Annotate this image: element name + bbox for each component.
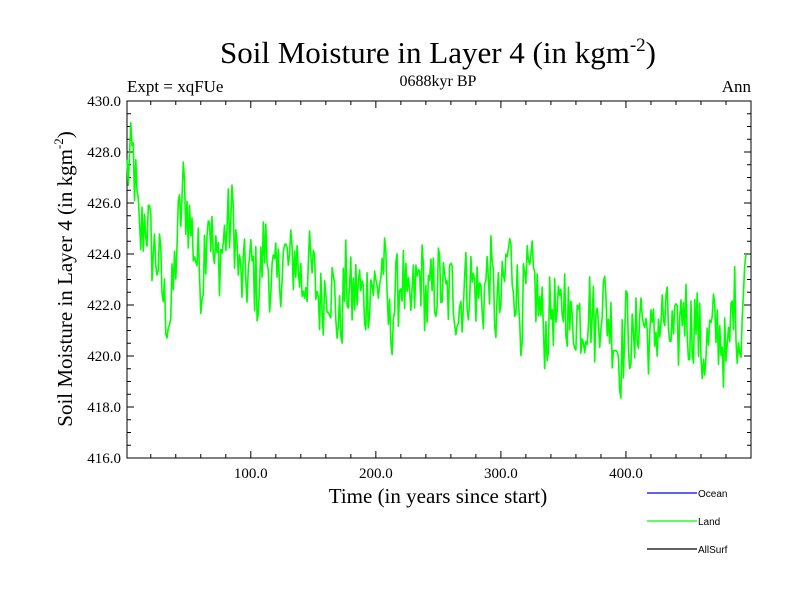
x-tick-label: 300.0 — [484, 466, 518, 482]
x-tick-label: 400.0 — [609, 466, 643, 482]
season-label: Ann — [722, 77, 752, 96]
y-tick-label: 426.0 — [87, 196, 121, 212]
x-tick-label: 200.0 — [359, 466, 393, 482]
y-tick-label: 418.0 — [87, 400, 121, 416]
legend: Ocean Land AllSurf — [647, 489, 728, 556]
chart-title-superscript: -2 — [630, 35, 646, 56]
y-tick-label: 430.0 — [87, 94, 121, 110]
y-tick-label: 420.0 — [87, 349, 121, 365]
legend-label-land: Land — [698, 517, 720, 528]
chart-title-main: Soil Moisture in Layer 4 (in kgm — [220, 35, 630, 70]
y-tick-label: 428.0 — [87, 145, 121, 161]
y-tick-label: 422.0 — [87, 298, 121, 314]
y-axis-title: Soil Moisture in Layer 4 (in kgm-2) — [51, 131, 77, 426]
series-layer — [126, 122, 747, 400]
axis-tick-labels: 416.0 418.0 420.0 422.0 424.0 426.0 428.0 430.0… — [87, 94, 643, 482]
y-tick-label: 424.0 — [87, 247, 121, 263]
experiment-label: Expt = xqFUe — [127, 77, 223, 96]
x-axis-title: Time (in years since start) — [329, 484, 548, 508]
y-tick-label: 416.0 — [87, 451, 121, 467]
legend-label-allsurf: AllSurf — [698, 545, 728, 556]
y-axis-title-close: ) — [53, 131, 77, 138]
x-tick-label: 100.0 — [234, 466, 268, 482]
axis-ticks — [127, 100, 752, 459]
period-label: 0688kyr BP — [400, 73, 477, 90]
y-axis-title-main: Soil Moisture in Layer 4 (in kgm — [53, 149, 77, 427]
chart-title: Soil Moisture in Layer 4 (in kgm-2) — [220, 35, 656, 70]
y-axis-title-superscript: -2 — [51, 138, 66, 149]
chart-title-close: ) — [646, 35, 656, 70]
series-line-land — [126, 122, 747, 400]
legend-label-ocean: Ocean — [698, 489, 727, 500]
